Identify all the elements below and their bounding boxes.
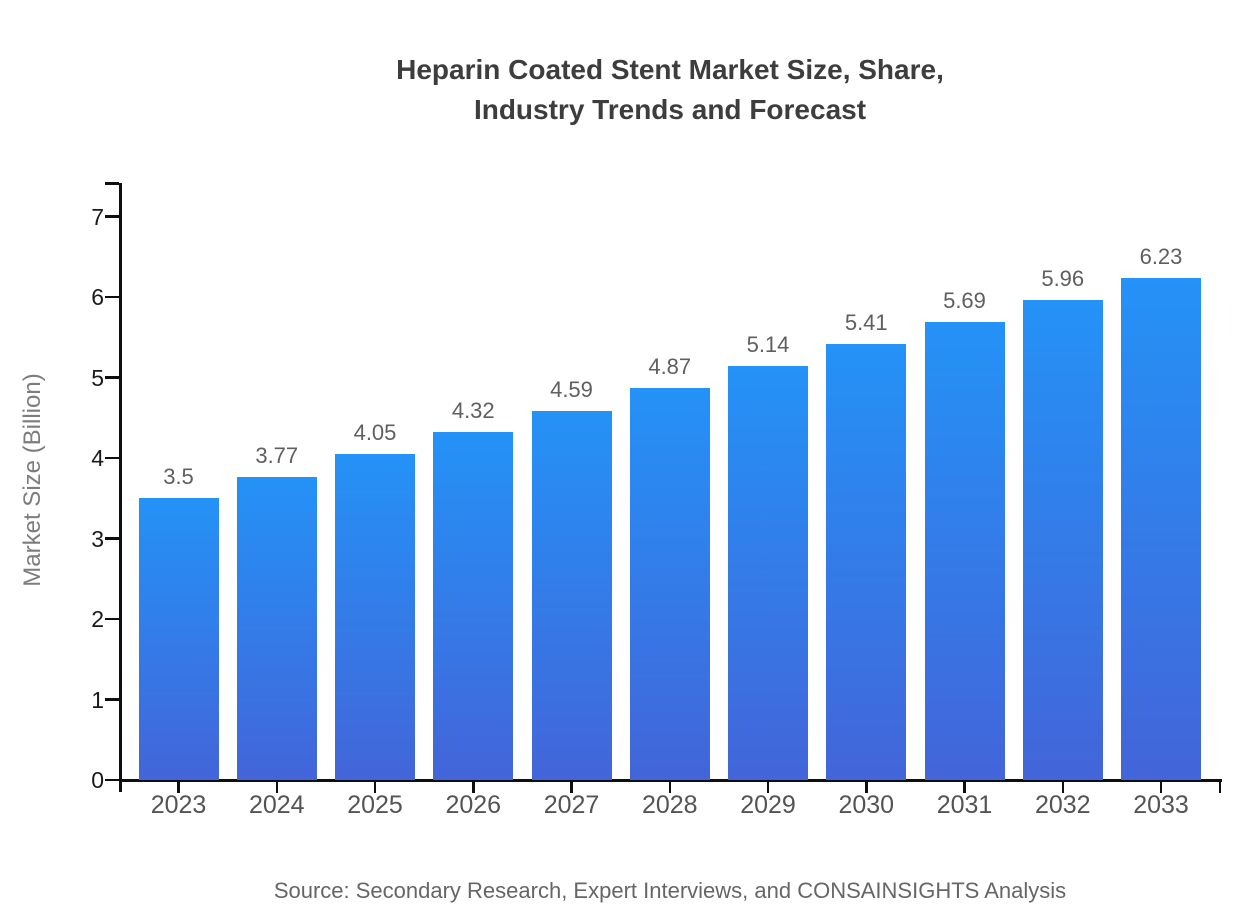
x-tick [963,780,966,793]
x-tick [1061,780,1064,793]
bar-value-label: 4.32 [451,398,495,424]
bar-2025 [335,453,415,780]
x-tick [472,780,475,793]
y-tick [105,456,119,460]
x-tick-label: 2030 [838,791,895,819]
bar-value-label: 4.59 [550,376,593,402]
bar-value-label: 5.41 [844,310,888,336]
x-tick [373,780,377,793]
bar-value-label: 5.96 [1041,266,1085,292]
chart-title-line-1: Heparin Coated Stent Market Size, Share, [396,54,944,85]
bar-value-label: 3.5 [163,464,194,490]
x-tick-label: 2032 [1034,791,1091,819]
x-tick [1159,780,1163,793]
x-axis-endcap-tick [1218,780,1221,793]
bar-2026 [433,432,514,780]
x-tick-label: 2027 [543,791,600,819]
bar-2030 [826,344,907,780]
x-tick [766,780,770,793]
bar-2024 [236,476,317,780]
bar-value-label: 3.77 [255,442,299,468]
x-tick [177,780,180,793]
x-tick [570,780,573,793]
bar-value-label: 4.87 [648,353,692,379]
x-tick-label: 2033 [1133,791,1189,819]
bar-2029 [728,366,808,780]
bar-value-label: 5.14 [746,332,790,358]
y-tick-label: 1 [91,686,104,713]
source-note: Source: Secondary Research, Expert Inter… [273,878,1067,903]
x-tick [668,780,671,793]
y-tick [105,376,119,379]
x-tick-label: 2029 [740,791,796,819]
y-tick [105,698,119,701]
bar-value-label: 4.05 [353,419,397,445]
y-tick-label: 3 [91,525,104,552]
y-tick-label: 5 [91,364,104,391]
x-tick-label: 2024 [248,791,305,819]
bar-value-label: 6.23 [1139,244,1183,270]
x-tick [865,780,868,793]
y-tick-label: 4 [91,445,104,471]
y-axis-endcap-tick [105,182,119,185]
chart-title: Heparin Coated Stent Market Size, Share,… [120,50,1220,130]
bar-2028 [629,387,710,780]
y-tick-label: 2 [91,606,104,632]
bar-2031 [924,321,1005,780]
y-tick-label: 0 [91,767,104,793]
y-tick [105,215,119,218]
chart-title-line-2: Industry Trends and Forecast [473,94,867,125]
y-tick [105,778,119,782]
y-tick-label: 6 [91,284,104,310]
bar-2027 [531,410,612,780]
x-tick [275,780,278,793]
bar-value-label: 5.69 [943,287,986,313]
y-tick [105,617,119,621]
bar-2032 [1022,300,1103,780]
y-tick-label: 7 [91,203,104,230]
y-tick [105,537,119,540]
x-tick-label: 2025 [347,791,403,819]
x-tick-label: 2031 [936,791,993,819]
y-axis-line [118,183,122,792]
x-tick-label: 2026 [445,791,502,819]
y-tick [105,295,119,299]
x-tick-label: 2028 [641,791,698,819]
bar-2023 [138,498,219,780]
x-tick-label: 2023 [150,791,207,819]
bar-2033 [1121,278,1201,780]
